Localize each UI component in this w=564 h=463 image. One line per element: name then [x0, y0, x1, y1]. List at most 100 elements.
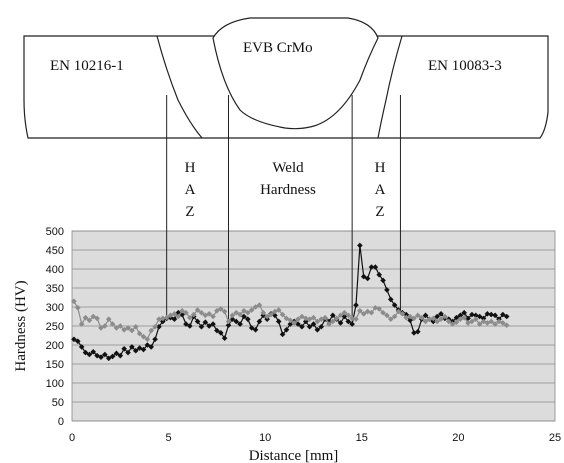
data-point — [434, 313, 440, 320]
data-point — [442, 313, 448, 320]
data-point — [469, 318, 475, 325]
weld-bead-outline — [212, 17, 379, 130]
y-tick-label: 250 — [46, 321, 64, 333]
data-point — [132, 347, 139, 354]
data-point — [98, 325, 104, 331]
data-point — [241, 313, 247, 320]
data-point — [225, 322, 232, 329]
data-point — [183, 309, 189, 316]
data-point — [272, 308, 278, 315]
data-point — [488, 311, 495, 318]
data-point — [314, 327, 321, 333]
data-point — [229, 312, 236, 319]
data-point — [206, 311, 212, 317]
data-point — [306, 316, 313, 322]
data-point — [411, 315, 417, 322]
data-point — [171, 311, 178, 317]
data-point — [202, 312, 209, 319]
data-point — [302, 318, 309, 325]
data-point — [152, 323, 158, 330]
data-point — [206, 323, 212, 329]
data-point — [387, 296, 394, 303]
data-point — [472, 312, 479, 319]
data-point — [156, 316, 162, 322]
data-point — [78, 321, 85, 327]
data-point — [256, 302, 263, 308]
data-point — [245, 316, 251, 322]
data-point — [330, 318, 336, 325]
data-point — [426, 316, 433, 322]
data-point — [357, 308, 363, 314]
data-point — [480, 315, 487, 322]
data-point — [233, 318, 240, 325]
data-point — [326, 321, 332, 327]
data-point — [457, 316, 464, 322]
data-point — [422, 318, 429, 325]
data-point — [187, 314, 193, 321]
data-point — [229, 316, 236, 322]
data-point — [210, 321, 216, 327]
data-point — [279, 311, 286, 318]
data-point — [129, 327, 135, 334]
y-tick-label: 350 — [46, 283, 64, 295]
data-point — [109, 353, 116, 360]
data-point — [202, 319, 209, 325]
data-point — [152, 336, 158, 343]
data-point — [105, 316, 112, 322]
x-tick-label: 20 — [452, 432, 464, 444]
data-point — [503, 322, 510, 329]
data-point — [353, 316, 359, 322]
x-tick-label: 5 — [166, 432, 172, 444]
data-point — [221, 308, 228, 315]
data-point — [105, 355, 112, 362]
data-point — [434, 318, 440, 325]
data-point — [476, 321, 483, 327]
x-tick-label: 15 — [356, 432, 368, 444]
data-point — [194, 318, 201, 325]
y-tick-label: 400 — [46, 264, 64, 276]
data-point — [368, 309, 375, 316]
data-point — [179, 311, 185, 318]
data-point — [210, 313, 216, 320]
data-point — [237, 311, 243, 318]
right-fusion-line — [377, 35, 403, 139]
y-tick-label: 450 — [46, 245, 64, 257]
data-point — [117, 323, 124, 329]
data-point — [198, 323, 205, 330]
data-point — [503, 313, 510, 320]
y-tick-label: 500 — [46, 226, 64, 238]
data-point — [71, 336, 77, 343]
data-point — [129, 344, 135, 350]
data-point — [337, 312, 344, 319]
data-point — [438, 316, 444, 322]
data-point — [136, 330, 143, 337]
x-axis-title: Distance [mm] — [249, 448, 339, 463]
data-point — [492, 312, 498, 319]
data-point — [299, 313, 305, 320]
data-point — [187, 323, 193, 329]
data-point — [407, 313, 413, 320]
data-point — [140, 346, 147, 353]
data-point — [453, 319, 460, 325]
data-point — [121, 327, 127, 333]
gridlines — [72, 230, 555, 422]
data-point — [376, 271, 382, 278]
left-haz-letter-1: H — [185, 160, 196, 176]
data-point — [74, 304, 81, 311]
data-point — [480, 318, 487, 325]
data-point — [349, 315, 355, 322]
data-point — [453, 314, 460, 321]
data-point — [136, 345, 143, 351]
data-point — [380, 309, 386, 316]
data-point — [179, 308, 185, 314]
data-point — [160, 315, 166, 322]
data-point — [500, 311, 506, 318]
data-point — [380, 277, 386, 284]
data-point — [415, 328, 421, 335]
data-point — [113, 350, 120, 357]
data-point — [233, 309, 240, 316]
data-point — [403, 314, 410, 321]
data-point — [422, 312, 429, 319]
data-point — [492, 321, 498, 327]
data-point — [299, 323, 305, 330]
